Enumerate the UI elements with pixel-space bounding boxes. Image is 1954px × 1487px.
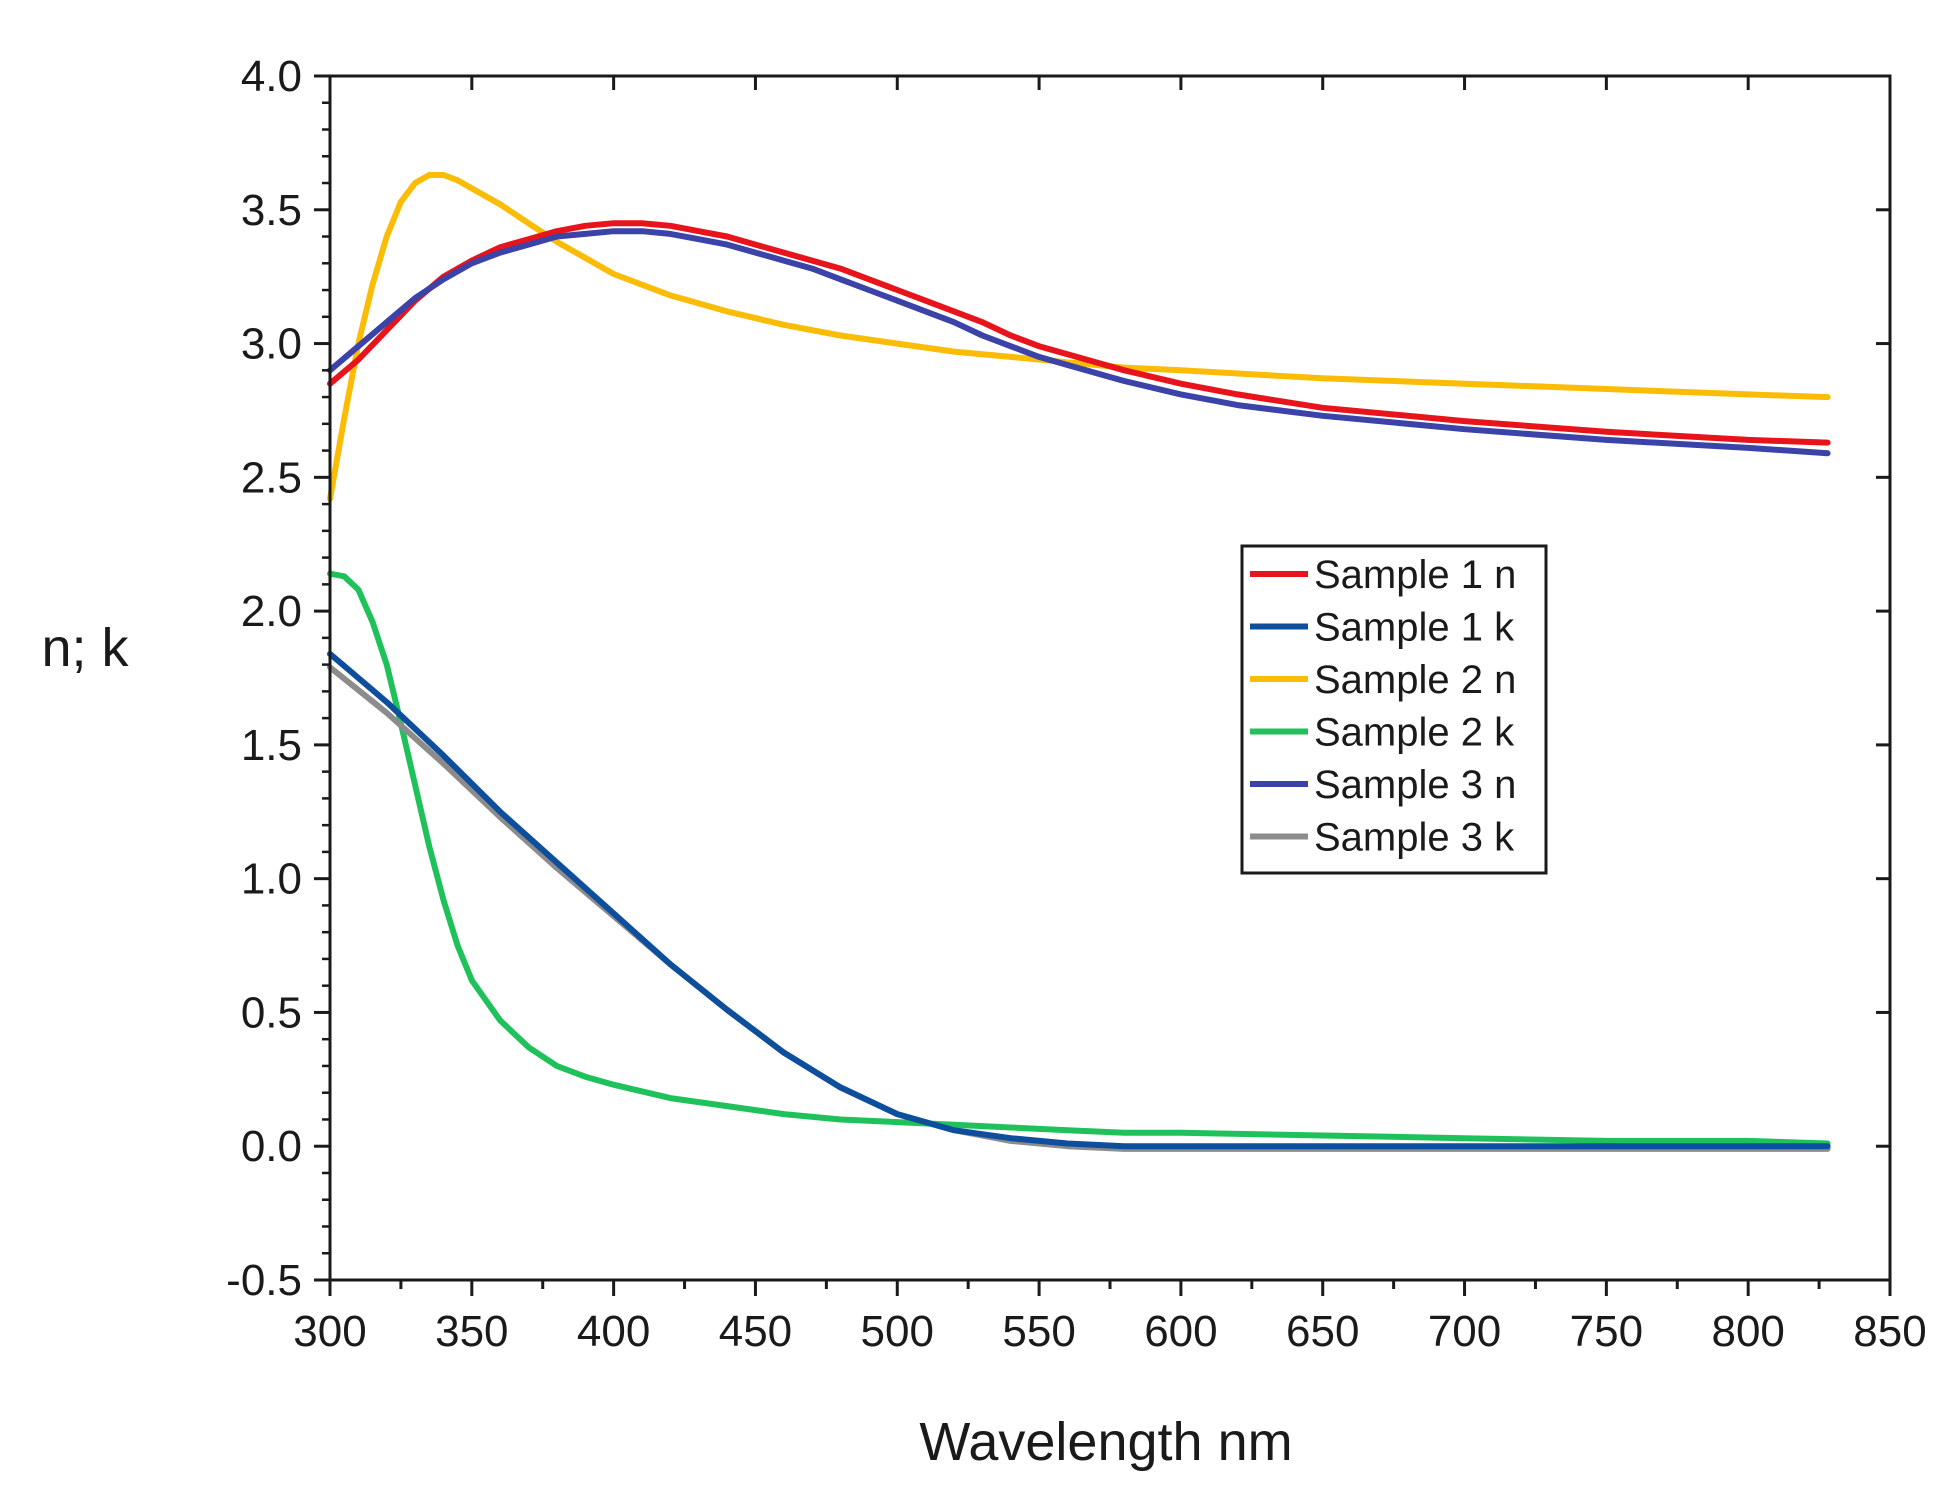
y-tick-label: 0.0 <box>241 1122 302 1171</box>
x-tick-label: 650 <box>1286 1307 1359 1356</box>
y-tick-label: -0.5 <box>226 1256 302 1305</box>
legend-label: Sample 2 n <box>1314 658 1516 702</box>
x-tick-label: 550 <box>1002 1307 1075 1356</box>
x-tick-label: 700 <box>1428 1307 1501 1356</box>
series-layer <box>327 172 1831 1152</box>
x-tick-label: 400 <box>577 1307 650 1356</box>
x-tick-label: 850 <box>1853 1307 1926 1356</box>
y-tick-label: 0.5 <box>241 988 302 1037</box>
series-line-sample-1-n <box>327 220 1831 446</box>
x-tick-label: 800 <box>1711 1307 1784 1356</box>
series-line-sample-3-n <box>327 228 1831 457</box>
y-axis-title: n; k <box>41 618 129 678</box>
x-tick-label: 750 <box>1570 1307 1643 1356</box>
x-tick-label: 300 <box>293 1307 366 1356</box>
x-tick-label: 450 <box>719 1307 792 1356</box>
legend: Sample 1 n Sample 1 k Sample 2 n Sample 2 k… <box>1240 544 1548 875</box>
x-tick-label: 350 <box>435 1307 508 1356</box>
y-tick-label: 1.0 <box>241 855 302 904</box>
legend-box <box>1240 544 1548 875</box>
y-tick-label: 2.5 <box>241 453 302 502</box>
legend-label: Sample 1 n <box>1314 553 1516 597</box>
ticks-layer: 300 350 400 450 500 550 600 650 700 750 800 850 -0.5… <box>226 52 1927 1356</box>
legend-label: Sample 2 k <box>1314 711 1515 755</box>
series-line-sample-1-k <box>327 650 1831 1150</box>
x-axis-title: Wavelength nm <box>919 1412 1292 1472</box>
y-tick-label: 1.5 <box>241 721 302 770</box>
legend-label: Sample 1 k <box>1314 606 1515 650</box>
y-tick-label: 3.5 <box>241 186 302 235</box>
legend-label: Sample 3 n <box>1314 763 1516 807</box>
series-line-sample-2-n <box>327 172 1831 502</box>
y-tick-label: 3.0 <box>241 320 302 369</box>
y-tick-label: 4.0 <box>241 52 302 101</box>
x-tick-label: 600 <box>1144 1307 1217 1356</box>
x-tick-label: 500 <box>861 1307 934 1356</box>
legend-label: Sample 3 k <box>1314 816 1515 860</box>
y-tick-label: 2.0 <box>241 587 302 636</box>
